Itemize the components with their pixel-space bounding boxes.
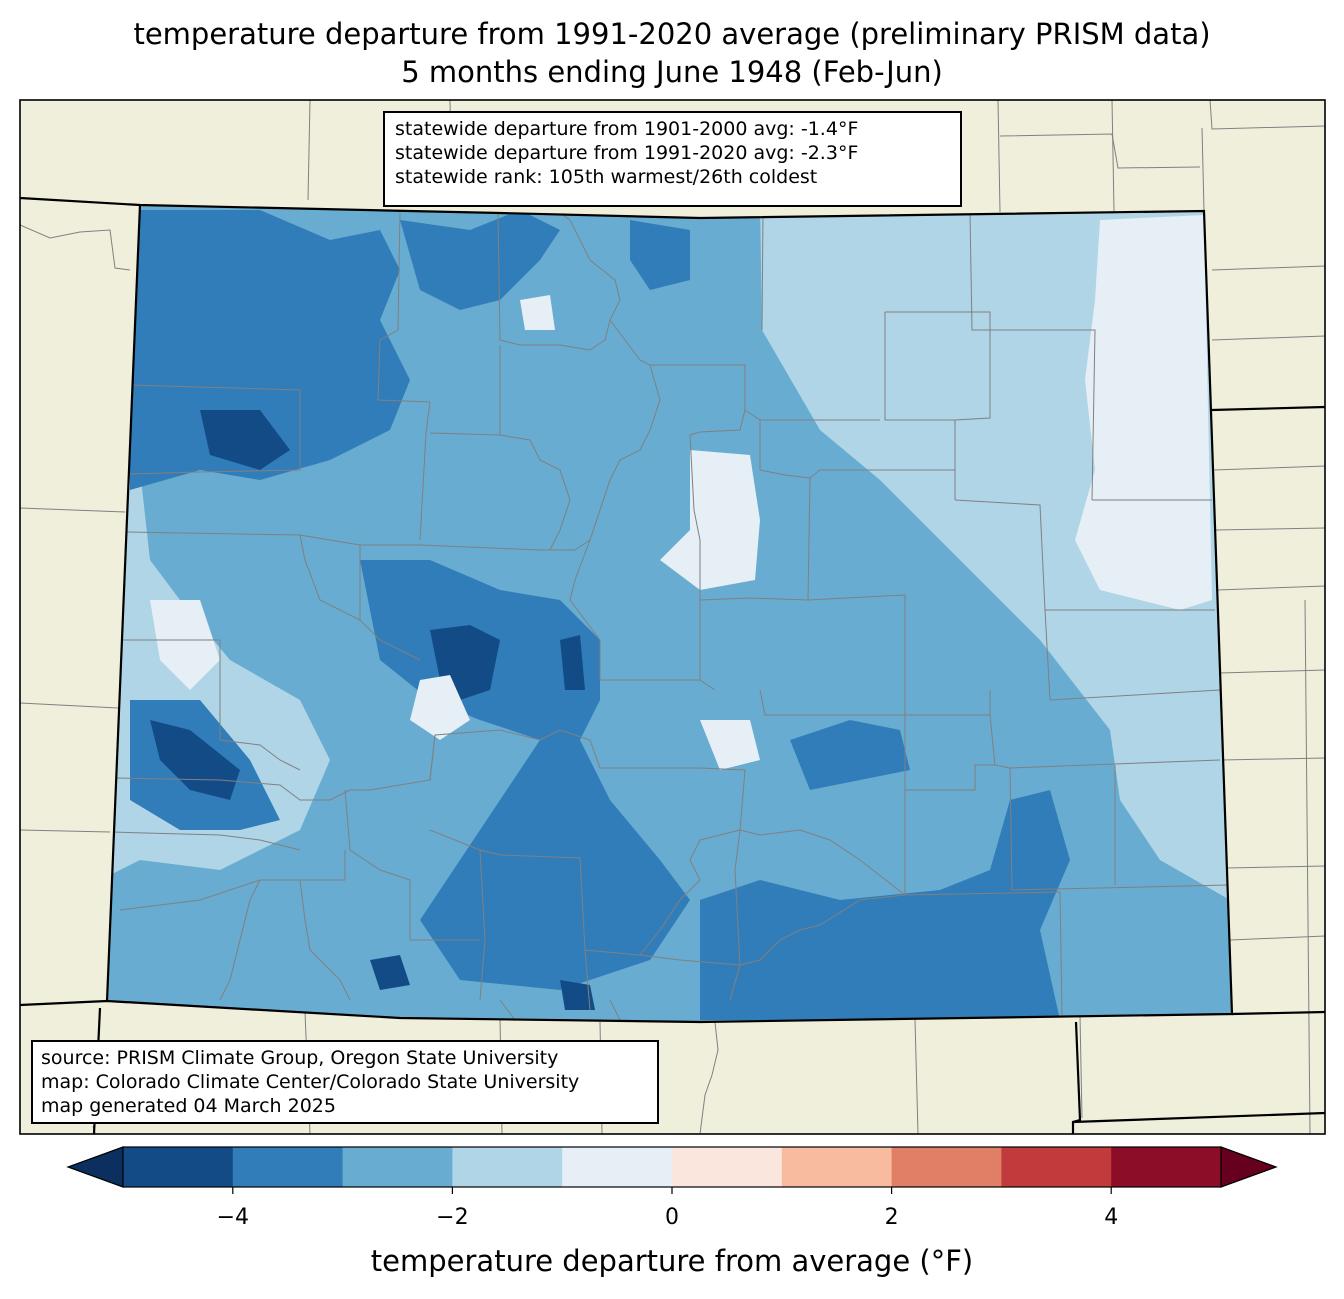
field-band-minus1-east (1075, 215, 1212, 610)
credit-source: source: PRISM Climate Group, Oregon Stat… (41, 1047, 559, 1069)
colorbar-extend-over (1220, 1146, 1278, 1188)
field-band-minus1-north (520, 295, 555, 330)
stats-line-1901-2000: statewide departure from 1901-2000 avg: … (395, 118, 859, 140)
colorbar-bin (452, 1147, 563, 1187)
field-band-minus1-center (660, 450, 760, 590)
field-band-minus5-south2 (560, 980, 595, 1010)
field-band-minus1-se (700, 720, 760, 770)
colorbar-bin (562, 1147, 673, 1187)
field-band-minus4-se (700, 790, 1070, 1020)
colorbar-bin (232, 1147, 344, 1187)
colorbar-tick-label: 4 (1104, 1205, 1119, 1230)
field-band-minus1-sw (150, 600, 220, 690)
field-band-minus4-north (400, 210, 560, 310)
colorbar-label: temperature departure from average (°F) (370, 1244, 974, 1278)
colorbar-bin (891, 1147, 1002, 1187)
colorbar-extend-under (66, 1146, 124, 1188)
credits-box: source: PRISM Climate Group, Oregon Stat… (31, 1040, 659, 1124)
credit-generated: map generated 04 March 2025 (41, 1095, 336, 1117)
field-band-minus5-south (370, 955, 410, 990)
colorbar-bin (781, 1147, 893, 1187)
field-band-minus5-north (560, 635, 585, 690)
temperature-field (107, 205, 1232, 1022)
field-band-minus4-east (790, 720, 910, 790)
field-band-minus1-mtn (410, 675, 470, 740)
field-band-minus5-nw (200, 410, 290, 470)
colorbar (66, 1146, 1278, 1194)
colorbar-bin (342, 1147, 453, 1187)
colorbar-tick-label: 0 (665, 1205, 679, 1230)
map-title-line2: 5 months ending June 1948 (Feb-Jun) (401, 55, 943, 89)
colorbar-tick-label: −4 (216, 1205, 250, 1230)
field-band-minus4-neck (630, 220, 690, 290)
stats-line-rank: statewide rank: 105th warmest/26th colde… (395, 166, 818, 188)
colorbar-bin (1001, 1147, 1112, 1187)
colorbar-bin (1111, 1147, 1222, 1187)
field-band-minus4-nw (130, 210, 410, 490)
county-lines (109, 210, 1231, 1021)
statewide-stats-box: statewide departure from 1901-2000 avg: … (383, 111, 962, 207)
stats-line-1991-2020: statewide departure from 1991-2020 avg: … (395, 142, 859, 164)
colorbar-tick-label: 2 (884, 1205, 899, 1230)
credit-map: map: Colorado Climate Center/Colorado St… (41, 1071, 580, 1093)
colorbar-tick-label: −2 (436, 1205, 469, 1230)
colorbar-bin (123, 1147, 234, 1187)
map-frame (19, 99, 1326, 1135)
map-title-line1: temperature departure from 1991-2020 ave… (133, 17, 1211, 51)
colorbar-bin (672, 1147, 783, 1187)
